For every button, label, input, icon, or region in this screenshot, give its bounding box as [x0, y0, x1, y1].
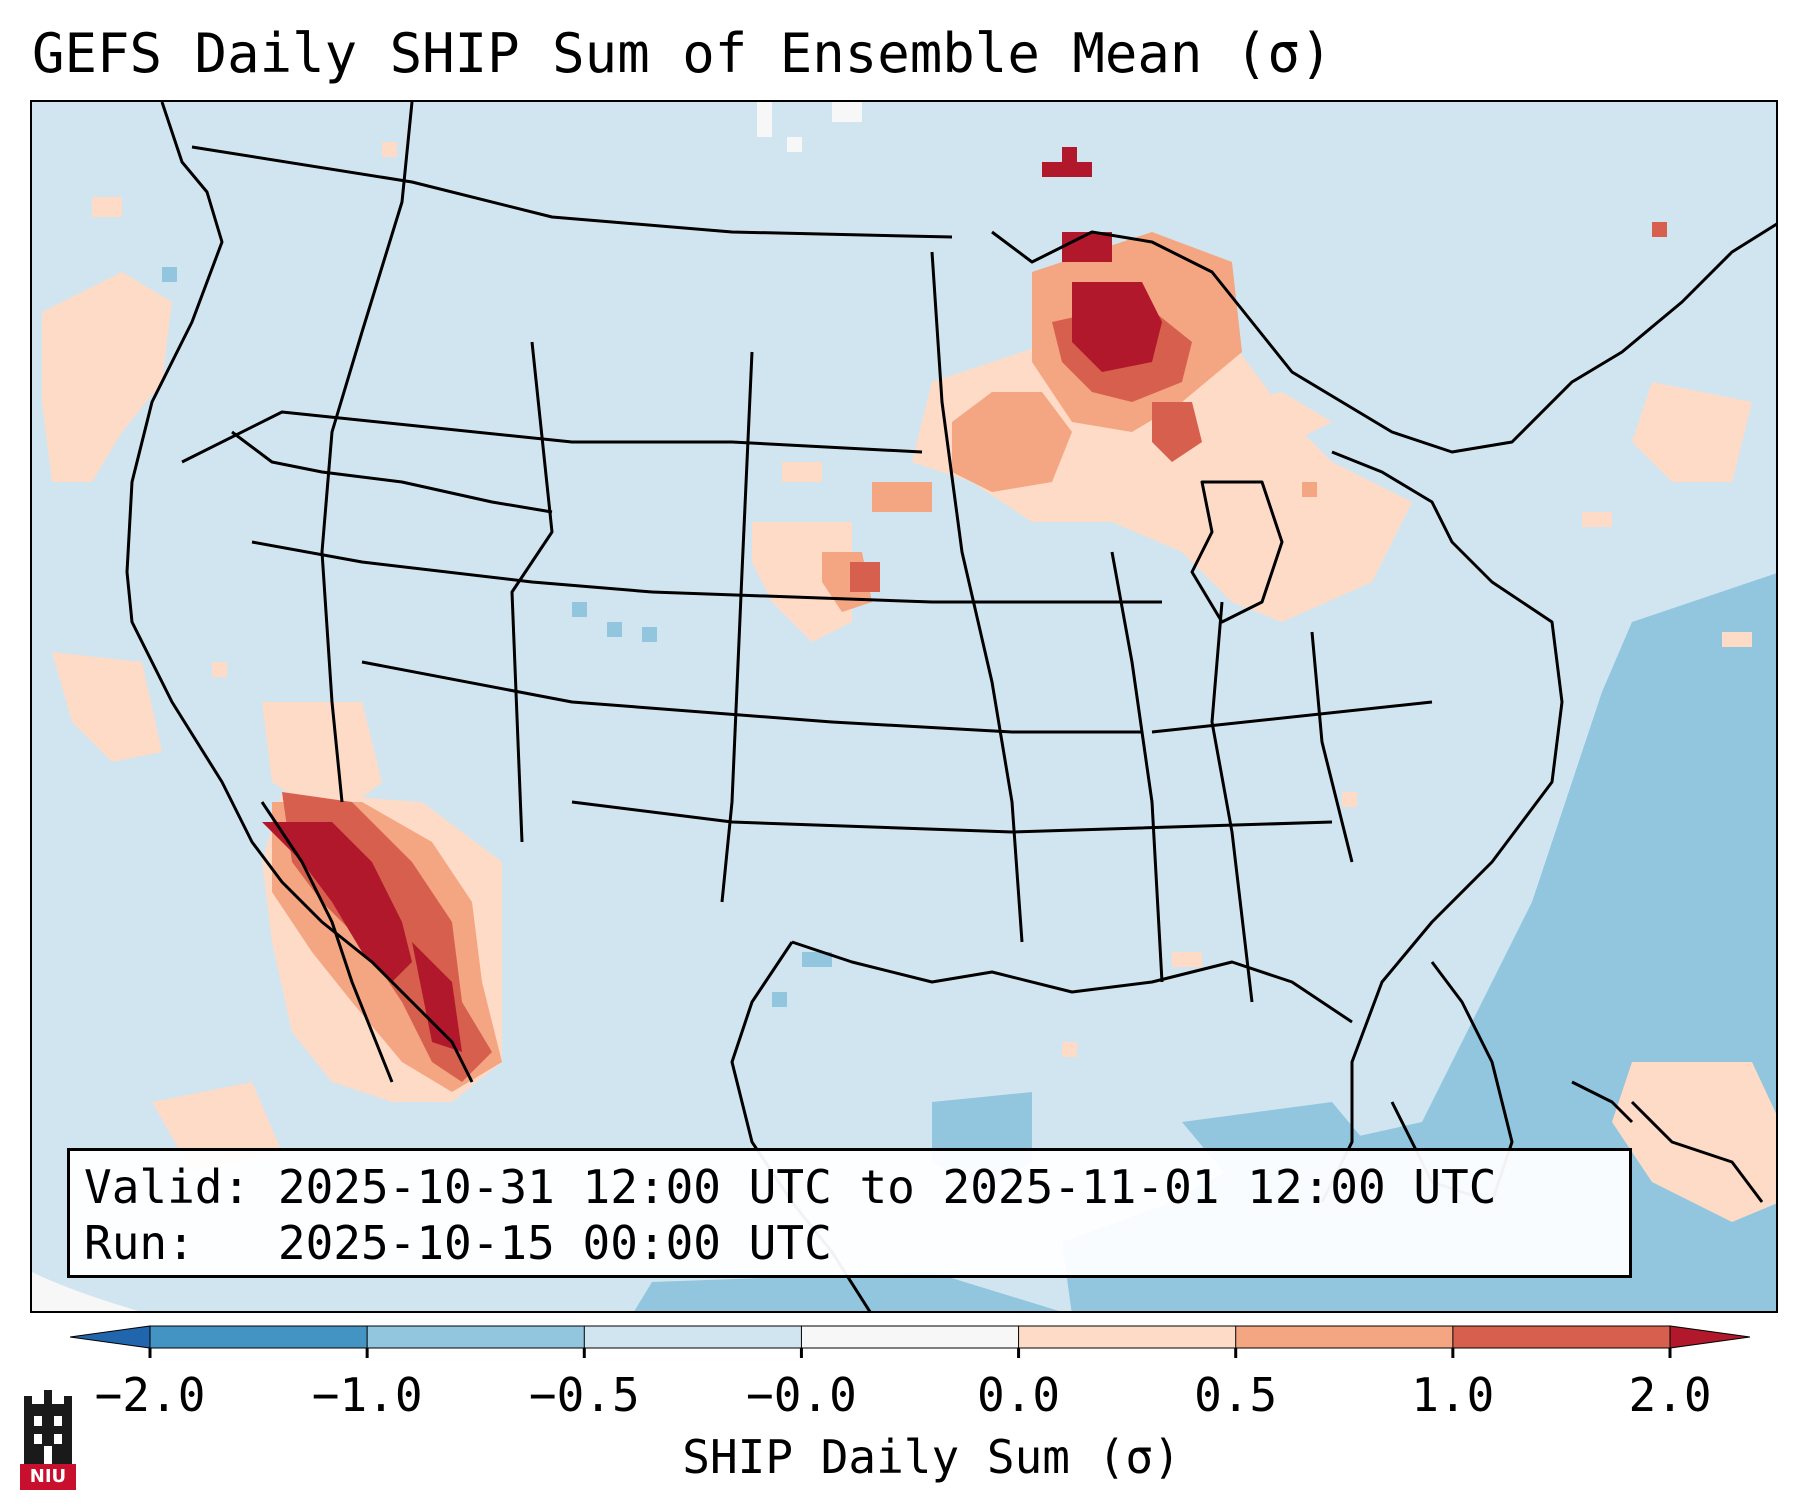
colorbar-bin [800, 1325, 1020, 1349]
colorbar-bin [366, 1325, 586, 1349]
neutral-anomaly-areas [32, 102, 862, 1311]
valid-run-info-box: Valid: 2025-10-31 12:00 UTC to 2025-11-0… [67, 1148, 1632, 1278]
colorbar-bin [1235, 1325, 1454, 1349]
colorbar-bin [70, 1325, 151, 1349]
colorbar-bin [149, 1325, 369, 1349]
colorbar-bin [583, 1325, 803, 1349]
colorbar-tick-label: −0.0 [746, 1368, 857, 1422]
colorbar-tick-label: −2.0 [94, 1368, 206, 1422]
colorbar [70, 1325, 1750, 1358]
colorbar-tick-label: −1.0 [311, 1368, 423, 1422]
castle-icon [24, 1390, 72, 1464]
run-label: Run: [84, 1216, 195, 1270]
colorbar-bin [1018, 1325, 1237, 1349]
colorbar-tick-label: 2.0 [1628, 1368, 1712, 1422]
valid-label: Valid: [84, 1160, 251, 1214]
coastlines-and-borders [125, 102, 1776, 1311]
logo-text: NIU [20, 1464, 76, 1490]
extreme-positive-anomaly-areas [262, 147, 1162, 1052]
anomaly-map [32, 102, 1776, 1311]
colorbar-bins [70, 1325, 1750, 1349]
colorbar-tick-label: 0.0 [977, 1368, 1061, 1422]
map-title: GEFS Daily SHIP Sum of Ensemble Mean (σ) [32, 22, 1333, 85]
colorbar-bin [1669, 1325, 1750, 1349]
colorbar-bin [1452, 1325, 1672, 1349]
colorbar-tick-label: 1.0 [1411, 1368, 1495, 1422]
valid-value: 2025-10-31 12:00 UTC to 2025-11-01 12:00… [277, 1160, 1497, 1214]
map-panel[interactable] [30, 100, 1778, 1313]
colorbar-tick-label: 0.5 [1194, 1368, 1278, 1422]
colorbar-ticks [148, 1348, 1672, 1358]
niu-logo: NIU [20, 1390, 76, 1490]
colorbar-label: SHIP Daily Sum (σ) [682, 1430, 1181, 1484]
colorbar-tick-label: −0.5 [528, 1368, 640, 1422]
run-value: 2025-10-15 00:00 UTC [277, 1216, 832, 1270]
